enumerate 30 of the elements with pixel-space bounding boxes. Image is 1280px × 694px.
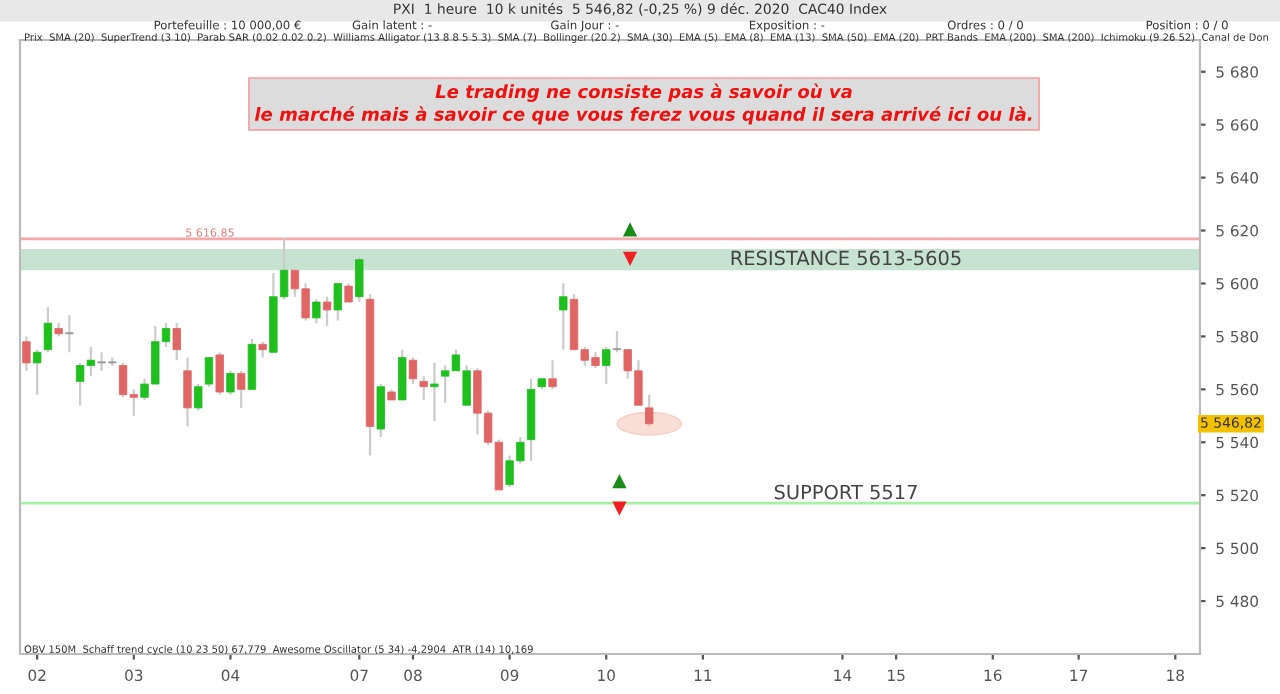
candlestick bbox=[398, 348, 407, 402]
candlestick bbox=[172, 322, 181, 362]
candlestick bbox=[645, 393, 654, 428]
candlestick bbox=[344, 282, 353, 304]
candlestick bbox=[22, 335, 31, 372]
candlestick bbox=[194, 382, 203, 412]
candlestick bbox=[204, 356, 214, 388]
annotation: Le trading ne consiste pas à savoir où va le marché mais à savoir ce que vous ferez vous quand il sera arrivé ici ou là. bbox=[254, 83, 1032, 125]
candlestick bbox=[430, 361, 439, 423]
candlestick bbox=[376, 382, 385, 439]
band-label: RESISTANCE 5613-5605 bbox=[731, 250, 961, 266]
candlestick bbox=[33, 348, 42, 396]
candlestick bbox=[247, 337, 257, 391]
candlestick bbox=[226, 369, 235, 396]
candlestick bbox=[183, 356, 192, 428]
candlestick bbox=[43, 306, 53, 354]
candlestick bbox=[65, 314, 74, 354]
ref-line-label: SUPPORT 5517 bbox=[774, 484, 917, 500]
candlestick bbox=[215, 351, 224, 396]
candlestick bbox=[355, 255, 364, 304]
candlestick bbox=[237, 369, 246, 409]
candlestick bbox=[408, 356, 418, 386]
candlestick bbox=[559, 282, 568, 351]
candlestick bbox=[322, 295, 332, 327]
candlestick bbox=[602, 345, 611, 386]
candlestick bbox=[333, 282, 342, 322]
candlestick bbox=[312, 298, 321, 325]
candlestick bbox=[548, 359, 557, 391]
candlestick bbox=[612, 330, 622, 354]
candlestick bbox=[419, 375, 428, 402]
